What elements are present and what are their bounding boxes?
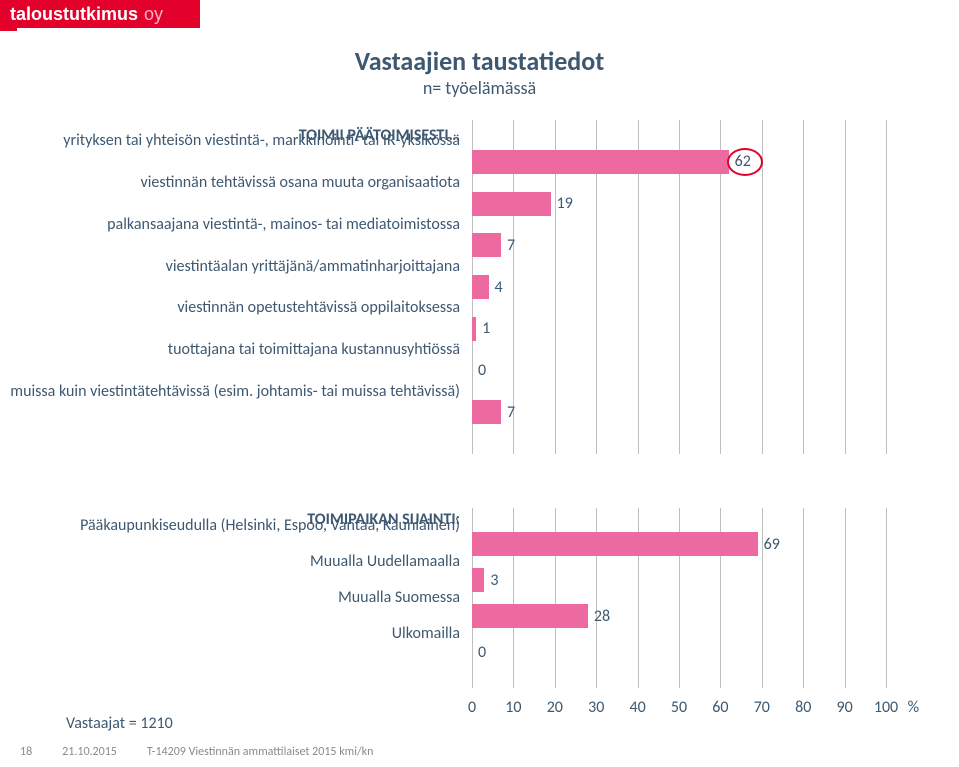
x-tick-label: 90 — [836, 698, 852, 717]
x-tick-label: 20 — [547, 698, 563, 717]
category-label: Pääkaupunkiseudulla (Helsinki, Espoo, Va… — [0, 506, 460, 546]
brand-rule — [0, 28, 17, 31]
value-label: 69 — [764, 532, 780, 556]
category-label: tuottajana tai toimittajana kustannusyht… — [0, 330, 460, 370]
category-label: palkansaajana viestintä-, mainos- tai me… — [0, 204, 460, 244]
category-label: muissa kuin viestintätehtävissä (esim. j… — [0, 371, 460, 411]
bar — [472, 604, 588, 628]
category-label: Muualla Uudellamaalla — [0, 542, 460, 582]
x-tick-label: 10 — [505, 698, 521, 717]
x-tick-label: 100 — [874, 698, 898, 717]
category-label: Ulkomailla — [0, 614, 460, 654]
bar — [472, 233, 501, 257]
value-label: 3 — [490, 568, 498, 592]
bar — [472, 400, 501, 424]
gridline — [886, 508, 887, 688]
category-label: viestinnän tehtävissä osana muuta organi… — [0, 163, 460, 203]
gridline — [803, 508, 804, 688]
bar — [472, 568, 484, 592]
bar — [472, 532, 758, 556]
x-tick-label: 80 — [795, 698, 811, 717]
title-block: Vastaajien taustatiedot n= työelämässä — [0, 45, 959, 99]
value-label: 0 — [478, 359, 486, 383]
respondents-label: Vastaajat = 1210 — [66, 714, 173, 733]
footer: 18 21.10.2015 T-14209 Viestinnän ammatti… — [20, 745, 373, 759]
gridline — [886, 120, 887, 454]
brand-bar: taloustutkimus oy — [0, 0, 200, 28]
gridline — [762, 120, 763, 454]
value-label: 1 — [482, 317, 490, 341]
x-tick-label: 30 — [588, 698, 604, 717]
brand-suffix: oy — [144, 4, 163, 25]
role-chart: 621974107 — [472, 120, 886, 454]
location-chart: 69 3 28 0 — [472, 508, 886, 688]
bar — [472, 317, 476, 341]
category-label: Muualla Suomessa — [0, 578, 460, 618]
value-label: 28 — [594, 604, 610, 628]
highlight-circle — [727, 148, 763, 176]
bar — [472, 275, 489, 299]
x-tick-label: 60 — [712, 698, 728, 717]
gridline — [845, 120, 846, 454]
value-label: 0 — [478, 640, 486, 664]
percent-label: % — [908, 698, 919, 717]
bar — [472, 192, 551, 216]
gridline — [845, 508, 846, 688]
page-title: Vastaajien taustatiedot — [0, 45, 959, 77]
value-label: 4 — [495, 275, 503, 299]
value-label: 7 — [507, 233, 515, 257]
value-label: 7 — [507, 400, 515, 424]
value-label: 19 — [557, 192, 573, 216]
footer-date: 21.10.2015 — [62, 745, 117, 759]
category-label: viestinnän opetustehtävissä oppilaitokse… — [0, 288, 460, 328]
bar — [472, 150, 729, 174]
gridline — [803, 120, 804, 454]
footer-ref: T-14209 Viestinnän ammattilaiset 2015 km… — [147, 745, 374, 759]
x-tick-label: 50 — [671, 698, 687, 717]
category-label: yrityksen tai yhteisön viestintä-, markk… — [0, 121, 460, 161]
gridline — [762, 508, 763, 688]
brand-name: taloustutkimus — [10, 4, 138, 25]
x-tick-label: 40 — [629, 698, 645, 717]
page-subtitle: n= työelämässä — [0, 77, 959, 99]
category-label: viestintäalan yrittäjänä/ammatinharjoitt… — [0, 246, 460, 286]
footer-page: 18 — [20, 745, 32, 759]
x-tick-label: 70 — [754, 698, 770, 717]
x-tick-label: 0 — [468, 698, 476, 717]
